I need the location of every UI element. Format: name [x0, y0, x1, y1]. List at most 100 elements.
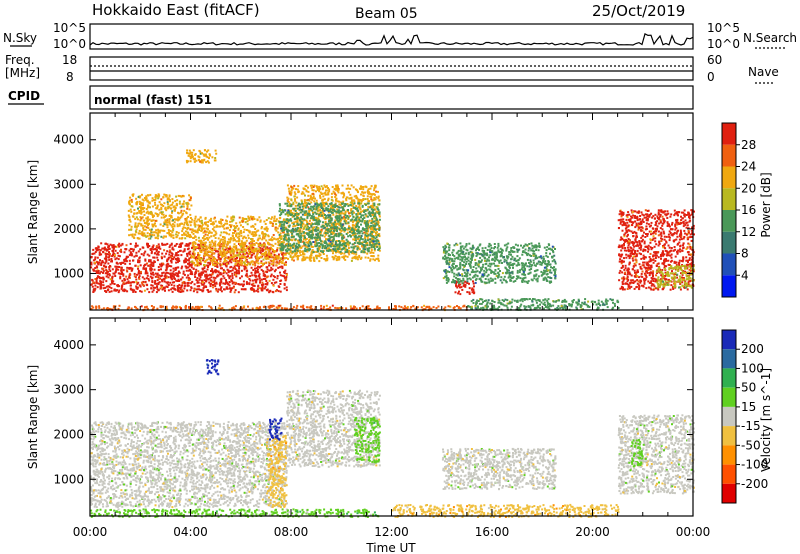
noise-tick-top-right: 10^5 — [707, 21, 740, 35]
power-region-0 — [90, 242, 288, 294]
power-ytick-label-3: 4000 — [53, 133, 84, 147]
velocity-colorbar-swatch-4 — [722, 406, 736, 427]
noise-right-label: N.Search — [743, 31, 797, 45]
noise-panel-frame — [89, 23, 694, 50]
frequency-panel-frame — [89, 56, 694, 81]
power-colorbar-swatch-1 — [722, 144, 736, 167]
velocity-colorbar-label-1: 100 — [741, 361, 764, 375]
power-colorbar-label-1: 8 — [741, 247, 749, 261]
velocity-region-3 — [286, 389, 381, 468]
x-tick-label-4: 16:00 — [475, 525, 510, 539]
velocity-colorbar-frame — [721, 329, 737, 504]
velocity-colorbar-swatch-6 — [722, 445, 736, 465]
freq-tick-top: 18 — [62, 53, 77, 67]
frequency-panel: Freq. [MHz] 18 8 60 0 Nave — [5, 53, 779, 84]
velocity-colorbar-label-7: -200 — [741, 477, 768, 491]
power-panel: 1000 2000 3000 4000 Slant Range [km] 4 8 12 16… — [26, 112, 773, 312]
velocity-colorbar: 200 100 50 15 -15 -50 -100 -200 — [721, 329, 768, 504]
velocity-y-axis-label: Slant Range [km] — [26, 365, 40, 469]
power-region-10 — [467, 298, 620, 311]
power-colorbar-label-0: 4 — [741, 268, 749, 282]
velocity-region-2 — [265, 434, 288, 509]
power-region-4 — [185, 149, 218, 164]
velocity-ytick-label-0: 1000 — [53, 472, 84, 486]
velocity-colorbar-label: Velocity [m s^-1] — [759, 368, 773, 472]
power-colorbar-swatch-7 — [722, 275, 736, 298]
power-colorbar-label-2: 12 — [741, 225, 756, 239]
velocity-colorbar-label-0: 200 — [741, 342, 764, 356]
x-tick-label-1: 04:00 — [173, 525, 208, 539]
power-ytick-label-2: 3000 — [53, 177, 84, 191]
velocity-colorbar-label-3: 15 — [741, 400, 756, 414]
x-tick-label-6: 00:00 — [676, 525, 711, 539]
velocity-data-layer — [90, 359, 695, 518]
freq-label-line1: Freq. — [5, 53, 35, 67]
power-colorbar-swatch-2 — [722, 166, 736, 189]
nave-tick-bottom: 0 — [707, 70, 715, 84]
noise-panel: N.Sky 10^5 10^0 10^5 10^0 N.Search — [3, 21, 797, 51]
velocity-region-0 — [90, 421, 288, 509]
power-colorbar-label-5: 24 — [741, 160, 756, 174]
freq-tick-bottom: 8 — [66, 70, 74, 84]
power-region-8 — [454, 280, 476, 296]
velocity-colorbar-swatch-5 — [722, 426, 736, 446]
x-tick-label-0: 00:00 — [73, 525, 108, 539]
power-colorbar-swatch-3 — [722, 188, 736, 211]
beam-label: Beam 05 — [355, 6, 418, 22]
power-colorbar-swatch-5 — [722, 231, 736, 254]
power-y-axis-label: Slant Range [km] — [26, 160, 40, 264]
power-colorbar-label: Power [dB] — [759, 172, 773, 237]
velocity-region-7 — [441, 447, 557, 491]
cpid-panel-frame — [89, 85, 694, 110]
velocity-ytick-label-1: 2000 — [53, 427, 84, 441]
velocity-colorbar-swatch-7 — [722, 464, 736, 484]
noise-tick-top-left: 10^5 — [53, 21, 86, 35]
power-colorbar-label-4: 20 — [741, 181, 756, 195]
power-colorbar-swatch-6 — [722, 253, 736, 276]
velocity-colorbar-swatch-0 — [722, 330, 736, 350]
station-title: Hokkaido East (fitACF) — [92, 1, 260, 19]
power-colorbar-swatch-4 — [722, 210, 736, 232]
velocity-colorbar-label-4: -15 — [741, 419, 761, 433]
velocity-colorbar-swatch-1 — [722, 349, 736, 369]
velocity-region-9 — [617, 414, 695, 495]
power-region-12 — [655, 264, 695, 289]
date-label: 25/Oct/2019 — [592, 2, 685, 20]
velocity-region-4 — [353, 416, 381, 464]
velocity-ytick-label-2: 3000 — [53, 383, 84, 397]
velocity-colorbar-label-2: 50 — [741, 381, 756, 395]
velocity-colorbar-swatch-3 — [722, 387, 736, 407]
power-region-6 — [278, 202, 381, 254]
cpid-value: normal (fast) 151 — [94, 93, 212, 107]
velocity-y-axis: 1000 2000 3000 4000 — [53, 338, 693, 486]
power-colorbar: 4 8 12 16 20 24 28 — [721, 122, 756, 298]
velocity-ytick-label-3: 4000 — [53, 338, 84, 352]
power-ytick-label-1: 2000 — [53, 222, 84, 236]
power-region-3 — [127, 193, 193, 240]
velocity-x-axis: 00:00 04:00 08:00 12:00 16:00 20:00 00:00 — [73, 318, 711, 539]
velocity-region-5 — [205, 359, 220, 376]
velocity-region-1 — [90, 508, 380, 518]
noise-tick-bottom-right: 10^0 — [707, 37, 740, 51]
x-axis-title: Time UT — [365, 541, 416, 554]
velocity-colorbar-label-6: -100 — [741, 458, 768, 472]
cpid-label: CPID — [8, 89, 40, 103]
power-data-layer — [90, 149, 695, 312]
velocity-panel: 1000 2000 3000 4000 00:00 04:00 08:00 12:00 16:… — [26, 317, 773, 554]
power-colorbar-label-3: 16 — [741, 203, 756, 217]
velocity-colorbar-label-5: -50 — [741, 438, 761, 452]
power-x-ticks — [89, 113, 694, 310]
power-region-11 — [617, 209, 695, 291]
x-tick-label-3: 12:00 — [374, 525, 409, 539]
power-region-2 — [190, 215, 288, 267]
velocity-region-10 — [630, 439, 645, 468]
power-region-9 — [442, 242, 557, 285]
velocity-colorbar-swatch-8 — [722, 483, 736, 503]
velocity-region-6 — [268, 417, 283, 441]
power-y-axis: 1000 2000 3000 4000 — [53, 133, 693, 280]
power-colorbar-swatch-0 — [722, 123, 736, 145]
noise-sky-trace — [89, 33, 694, 46]
cpid-panel: CPID normal (fast) 151 — [8, 85, 694, 110]
